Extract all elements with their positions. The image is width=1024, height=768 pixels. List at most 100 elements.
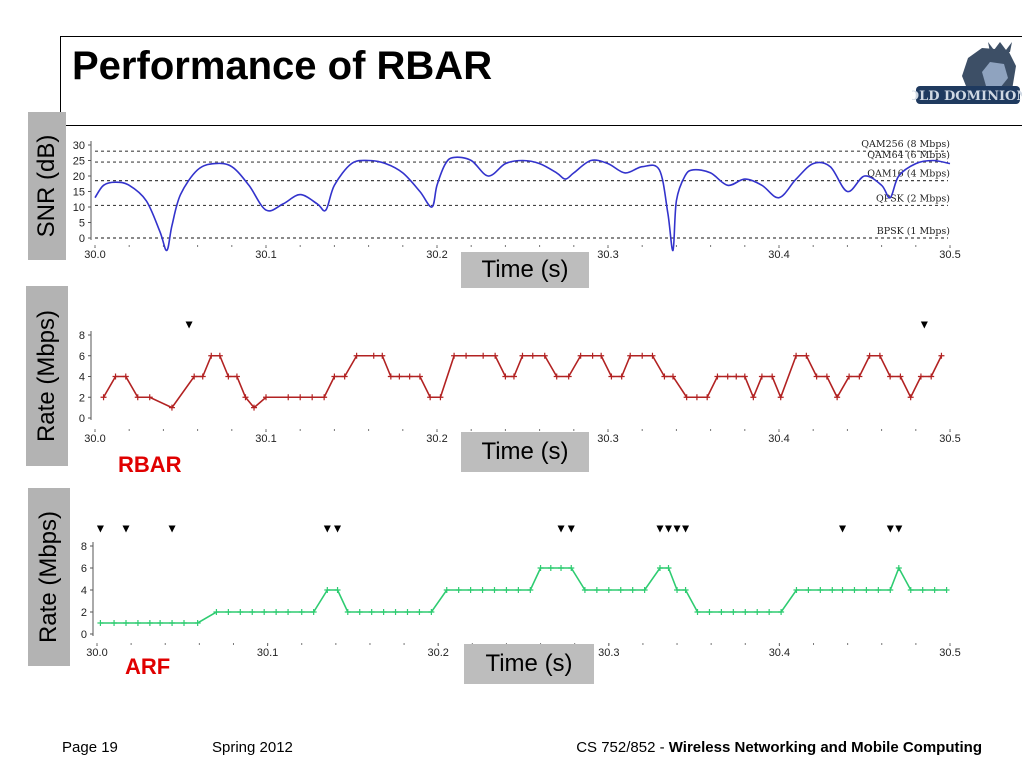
data-point-marker [344,609,351,615]
x-tick-label: 30.1 [255,433,276,445]
data-point-marker [682,587,689,593]
data-point-marker [331,373,338,380]
y-tick-label: 0 [79,233,85,245]
data-point-marker [598,352,605,359]
data-point-marker [887,373,894,380]
data-point-marker [428,609,435,615]
data-point-marker [480,352,487,359]
data-point-marker [834,394,841,401]
data-point-marker [641,587,648,593]
data-point-marker [380,609,387,615]
loss-marker [920,321,928,329]
chart-0: 0 5 10 15 20 25 30 30.0 30.1 30.2 30.3 30.4 30.5 QAM2… [73,139,961,261]
data-point-marker [437,394,444,401]
y-tick-label: 15 [73,187,85,199]
data-point-marker [225,373,232,380]
data-point-marker [233,373,240,380]
data-point-marker [208,352,215,359]
data-point-marker [467,587,474,593]
slide-title: Performance of RBAR [72,44,493,88]
loss-marker [122,525,130,533]
data-point-marker [863,587,870,593]
data-point-marker [451,352,458,359]
data-point-marker [851,587,858,593]
loss-marker [839,525,847,533]
data-point-marker [758,373,765,380]
data-point-marker [168,404,175,411]
data-point-marker [309,394,316,401]
y-tick-label: 0 [81,629,87,641]
threshold-label: QAM64 (6 Mbps) [867,150,950,161]
data-point-marker [629,587,636,593]
data-point-marker [341,373,348,380]
data-point-marker [718,609,725,615]
footer-course: CS 752/852 - Wireless Networking and Mob… [576,739,982,756]
data-point-marker [704,394,711,401]
data-point-marker [261,609,268,615]
data-point-marker [661,373,668,380]
series-line-0 [100,566,947,624]
data-point-marker [706,609,713,615]
data-point-marker [730,609,737,615]
data-point-marker [558,565,565,571]
y-tick-label: 4 [79,372,85,384]
y-tick-label: 6 [79,351,85,363]
data-point-marker [122,373,129,380]
data-point-marker [568,565,575,571]
data-point-marker [714,373,721,380]
x-tick-label: 30.4 [768,249,789,261]
x-tick-label: 30.5 [939,433,960,445]
loss-marker [334,525,342,533]
data-point-marker [693,394,700,401]
logo-text: OLD DOMINION [912,89,1022,104]
threshold-label: BPSK (1 Mbps) [877,226,950,237]
data-point-marker [213,609,220,615]
data-point-marker [455,587,462,593]
data-point-marker [875,587,882,593]
data-point-marker [618,373,625,380]
loss-marker [895,525,903,533]
data-point-marker [733,373,740,380]
data-point-marker [97,620,104,626]
data-point-marker [565,373,572,380]
data-point-marker [181,620,188,626]
x-tick-label: 30.3 [597,249,618,261]
snr-ylabel-box: SNR (dB) [28,112,66,260]
data-point-marker [741,373,748,380]
data-point-marker [928,373,935,380]
threshold-label: QPSK (2 Mbps) [876,193,950,204]
data-point-marker [537,565,544,571]
data-point-marker [225,609,232,615]
data-point-marker [887,587,894,593]
loss-marker [323,525,331,533]
threshold-label: QAM16 (4 Mbps) [867,169,950,180]
data-point-marker [541,352,548,359]
data-point-marker [285,394,292,401]
data-point-marker [416,373,423,380]
y-tick-label: 2 [79,392,85,404]
data-point-marker [251,404,258,411]
data-point-marker [627,352,634,359]
data-point-marker [917,373,924,380]
data-point-marker [324,587,331,593]
x-tick-label: 30.1 [257,647,278,659]
data-point-marker [669,373,676,380]
data-point-marker [463,352,470,359]
loss-marker [567,525,575,533]
data-point-marker [273,609,280,615]
data-point-marker [237,609,244,615]
data-point-marker [769,373,776,380]
data-point-marker [817,587,824,593]
data-point-marker [694,609,701,615]
data-point-marker [111,620,118,626]
loss-marker [886,525,894,533]
x-tick-label: 30.3 [597,433,618,445]
threshold-label: QAM256 (8 Mbps) [861,139,950,150]
data-point-marker [112,373,119,380]
data-point-marker [803,352,810,359]
data-point-marker [146,394,153,401]
data-point-marker [674,587,681,593]
y-tick-label: 2 [81,607,87,619]
chart-2: 0 2 4 6 8 30.0 30.1 30.2 30.3 30.4 30.5 [81,525,961,659]
